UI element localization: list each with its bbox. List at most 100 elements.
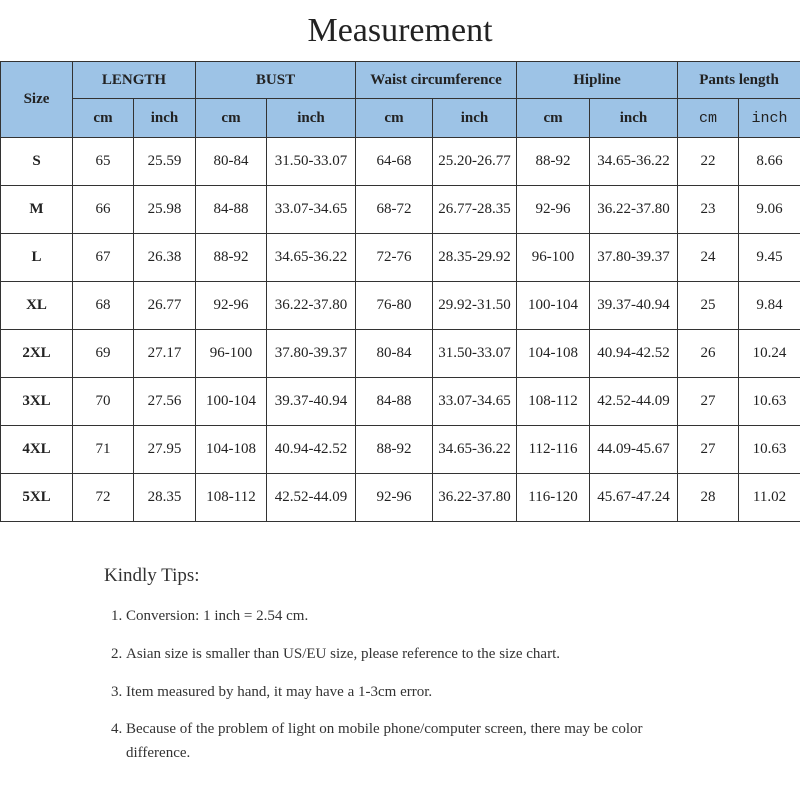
value-cell: 36.22-37.80 bbox=[431, 473, 518, 522]
group-header: BUST bbox=[195, 61, 356, 99]
value-cell: 26.77 bbox=[133, 281, 196, 330]
group-header: Pants length bbox=[677, 61, 800, 99]
size-chart-table: Size LENGTH BUST Waist circumference Hiplin… bbox=[0, 61, 800, 522]
value-cell: 9.84 bbox=[738, 281, 800, 330]
value-cell: 92-96 bbox=[516, 185, 591, 234]
value-cell: 34.65-36.22 bbox=[431, 425, 518, 474]
value-cell: 71 bbox=[72, 425, 134, 474]
unit-header: cm bbox=[195, 98, 267, 138]
value-cell: 69 bbox=[72, 329, 134, 378]
value-cell: 96-100 bbox=[516, 233, 591, 282]
unit-header: inch bbox=[589, 98, 679, 138]
value-cell: 64-68 bbox=[355, 137, 433, 186]
value-cell: 33.07-34.65 bbox=[266, 185, 356, 234]
value-cell: 10.24 bbox=[738, 329, 800, 378]
value-cell: 25.59 bbox=[133, 137, 196, 186]
value-cell: 29.92-31.50 bbox=[431, 281, 518, 330]
size-cell: M bbox=[0, 185, 73, 234]
unit-header: inch bbox=[738, 98, 800, 138]
value-cell: 70 bbox=[72, 377, 134, 426]
value-cell: 25.20-26.77 bbox=[431, 137, 518, 186]
unit-header: inch bbox=[133, 98, 196, 138]
value-cell: 67 bbox=[72, 233, 134, 282]
value-cell: 25.98 bbox=[133, 185, 196, 234]
value-cell: 28 bbox=[677, 473, 740, 522]
unit-header: cm bbox=[677, 98, 740, 138]
value-cell: 34.65-36.22 bbox=[266, 233, 356, 282]
value-cell: 40.94-42.52 bbox=[266, 425, 356, 474]
value-cell: 44.09-45.67 bbox=[589, 425, 679, 474]
value-cell: 26.38 bbox=[133, 233, 196, 282]
value-cell: 27 bbox=[677, 377, 740, 426]
size-cell: 5XL bbox=[0, 473, 73, 522]
value-cell: 42.52-44.09 bbox=[589, 377, 679, 426]
value-cell: 31.50-33.07 bbox=[431, 329, 518, 378]
unit-header: inch bbox=[266, 98, 356, 138]
tips-heading: Kindly Tips: bbox=[104, 565, 200, 586]
value-cell: 68-72 bbox=[355, 185, 433, 234]
value-cell: 10.63 bbox=[738, 425, 800, 474]
value-cell: 27.17 bbox=[133, 329, 196, 378]
value-cell: 37.80-39.37 bbox=[589, 233, 679, 282]
value-cell: 92-96 bbox=[195, 281, 267, 330]
value-cell: 28.35 bbox=[133, 473, 196, 522]
unit-header: cm bbox=[355, 98, 433, 138]
value-cell: 27.56 bbox=[133, 377, 196, 426]
value-cell: 45.67-47.24 bbox=[589, 473, 679, 522]
value-cell: 39.37-40.94 bbox=[266, 377, 356, 426]
value-cell: 33.07-34.65 bbox=[431, 377, 518, 426]
value-cell: 37.80-39.37 bbox=[266, 329, 356, 378]
value-cell: 92-96 bbox=[355, 473, 433, 522]
tip-item: Conversion: 1 inch = 2.54 cm. bbox=[126, 603, 646, 629]
group-header: Waist circumference bbox=[354, 61, 518, 99]
table-row: L 67 26.38 88-92 34.65-36.22 72-76 28.35-29.92… bbox=[0, 233, 800, 282]
value-cell: 26 bbox=[677, 329, 740, 378]
value-cell: 23 bbox=[677, 185, 740, 234]
table-row: XL 68 26.77 92-96 36.22-37.80 76-80 29.92-31.5… bbox=[0, 281, 800, 330]
value-cell: 96-100 bbox=[195, 329, 267, 378]
value-cell: 22 bbox=[677, 137, 740, 186]
unit-header: inch bbox=[431, 98, 518, 138]
value-cell: 100-104 bbox=[195, 377, 267, 426]
size-header: Size bbox=[0, 61, 73, 138]
table-row: M 66 25.98 84-88 33.07-34.65 68-72 26.77-28.35… bbox=[0, 185, 800, 234]
value-cell: 24 bbox=[677, 233, 740, 282]
table-row: 3XL 70 27.56 100-104 39.37-40.94 84-88 33.07-3… bbox=[0, 377, 800, 426]
value-cell: 112-116 bbox=[516, 425, 591, 474]
group-header: Hipline bbox=[516, 61, 679, 99]
size-cell: 4XL bbox=[0, 425, 73, 474]
page-title: Measurement bbox=[307, 12, 493, 49]
value-cell: 72-76 bbox=[355, 233, 433, 282]
value-cell: 65 bbox=[72, 137, 134, 186]
value-cell: 9.45 bbox=[738, 233, 800, 282]
value-cell: 31.50-33.07 bbox=[266, 137, 356, 186]
value-cell: 36.22-37.80 bbox=[589, 185, 679, 234]
value-cell: 28.35-29.92 bbox=[431, 233, 518, 282]
value-cell: 42.52-44.09 bbox=[266, 473, 356, 522]
value-cell: 80-84 bbox=[195, 137, 267, 186]
value-cell: 39.37-40.94 bbox=[589, 281, 679, 330]
table-row: 5XL 72 28.35 108-112 42.52-44.09 92-96 36.22-3… bbox=[0, 473, 800, 522]
kindly-tips: Kindly Tips: Conversion: 1 inch = 2.54 c… bbox=[104, 565, 646, 777]
value-cell: 84-88 bbox=[355, 377, 433, 426]
value-cell: 88-92 bbox=[355, 425, 433, 474]
size-cell: 3XL bbox=[0, 377, 73, 426]
value-cell: 8.66 bbox=[738, 137, 800, 186]
value-cell: 26.77-28.35 bbox=[431, 185, 518, 234]
value-cell: 40.94-42.52 bbox=[589, 329, 679, 378]
table-row: 4XL 71 27.95 104-108 40.94-42.52 88-92 34.65-3… bbox=[0, 425, 800, 474]
value-cell: 104-108 bbox=[195, 425, 267, 474]
value-cell: 84-88 bbox=[195, 185, 267, 234]
value-cell: 88-92 bbox=[195, 233, 267, 282]
value-cell: 100-104 bbox=[516, 281, 591, 330]
value-cell: 104-108 bbox=[516, 329, 591, 378]
value-cell: 116-120 bbox=[516, 473, 591, 522]
value-cell: 36.22-37.80 bbox=[266, 281, 356, 330]
value-cell: 76-80 bbox=[355, 281, 433, 330]
table-row: 2XL 69 27.17 96-100 37.80-39.37 80-84 31.50-33… bbox=[0, 329, 800, 378]
size-cell: XL bbox=[0, 281, 73, 330]
value-cell: 72 bbox=[72, 473, 134, 522]
tip-item: Item measured by hand, it may have a 1-3… bbox=[126, 679, 646, 705]
value-cell: 108-112 bbox=[516, 377, 591, 426]
value-cell: 88-92 bbox=[516, 137, 591, 186]
